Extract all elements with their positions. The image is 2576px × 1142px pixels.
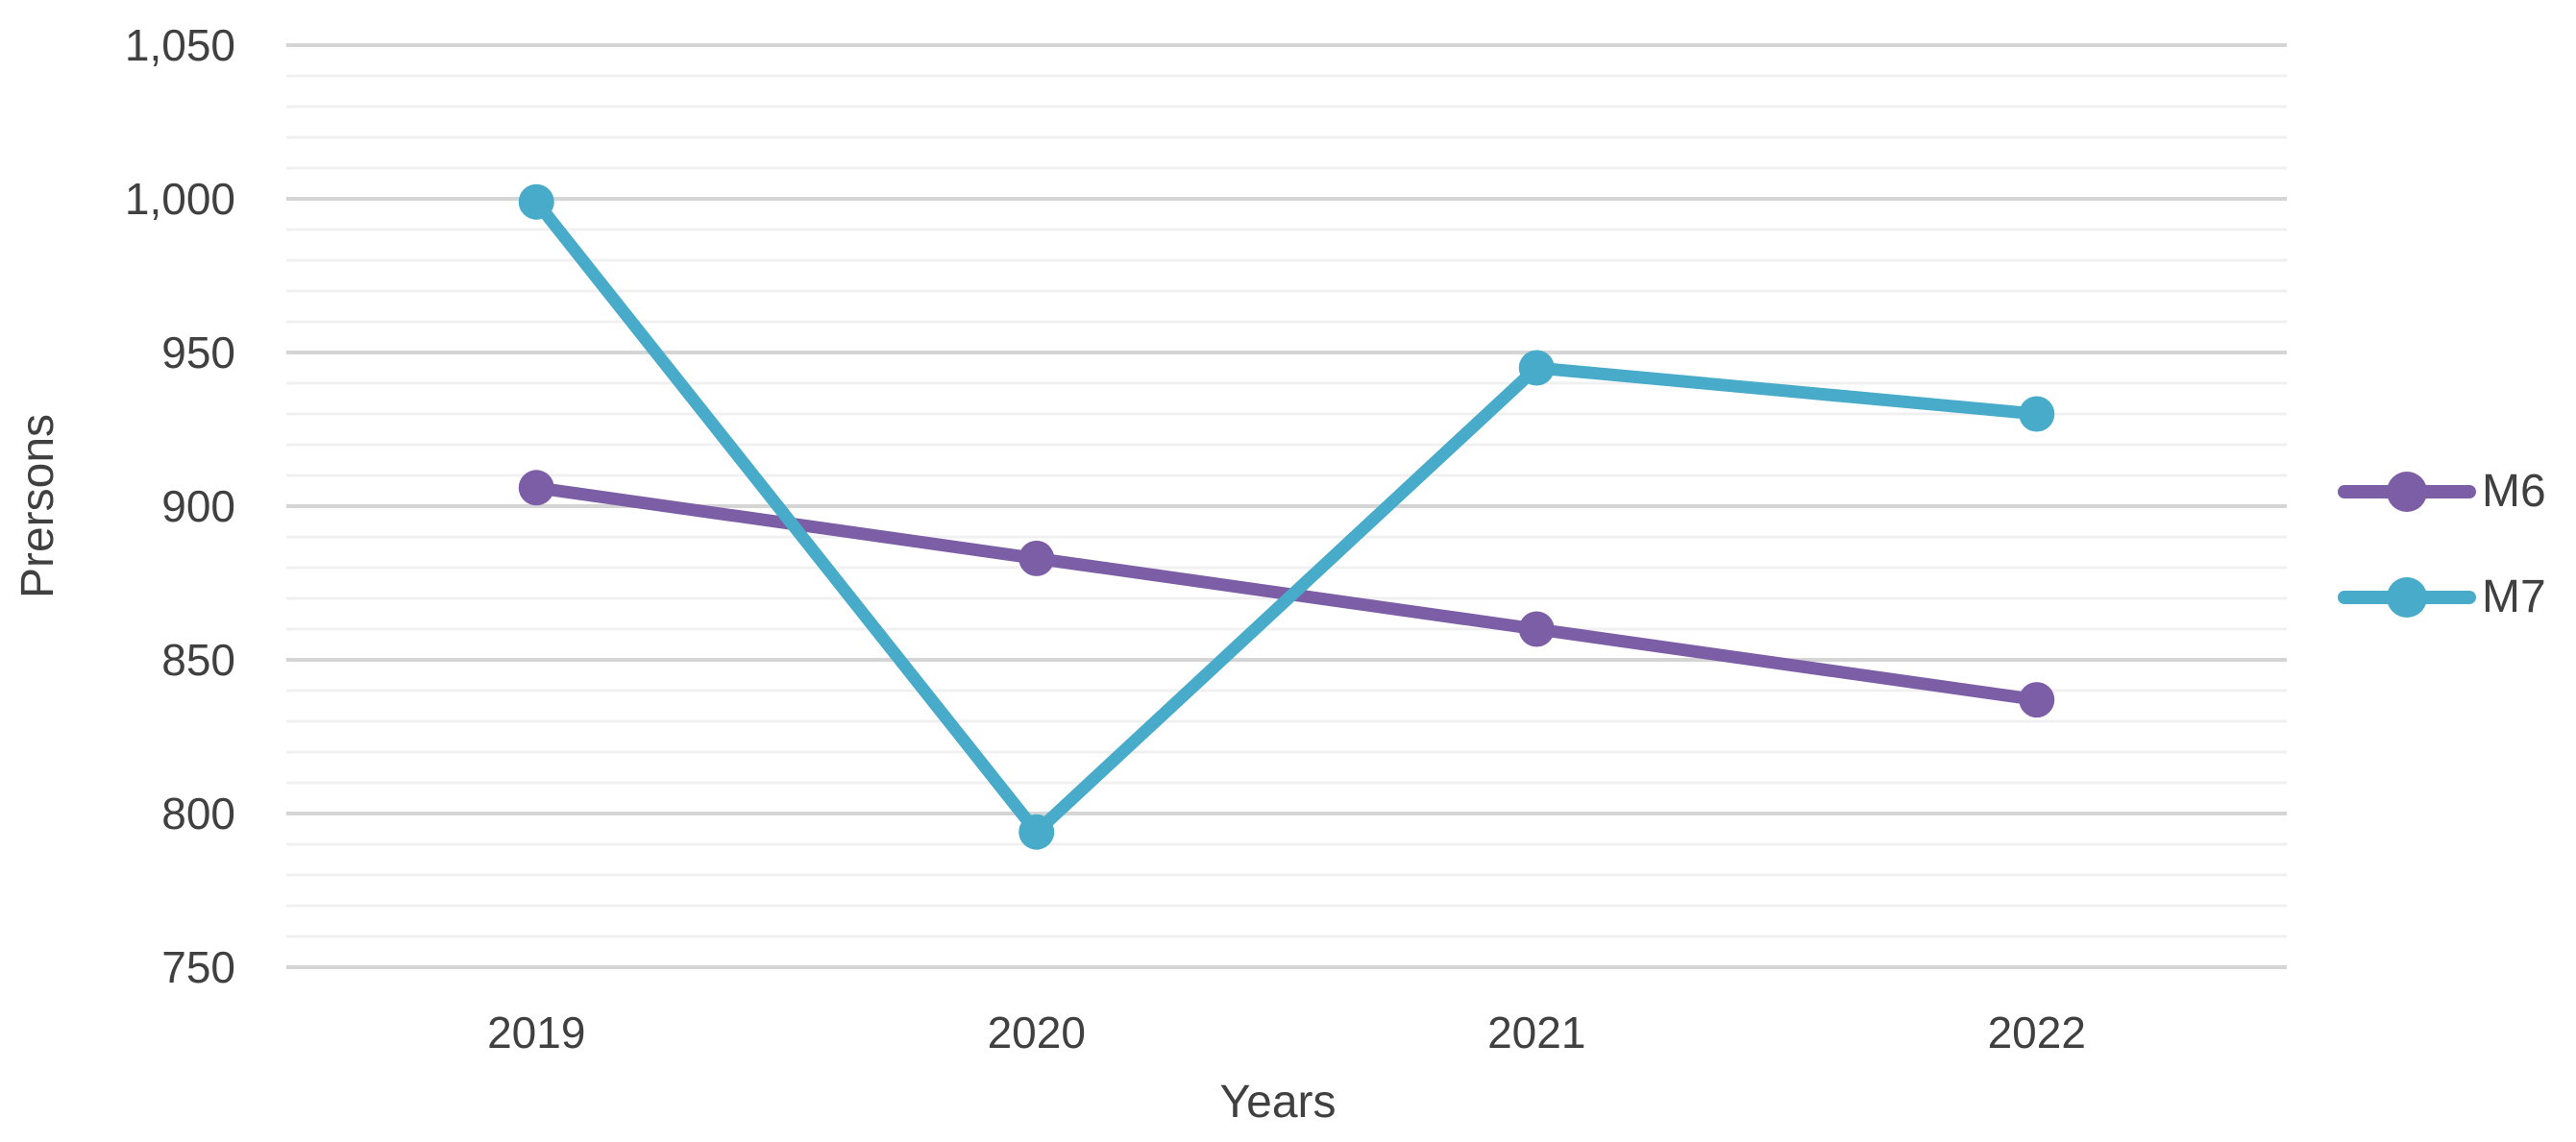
data-point-m6-2019: [518, 470, 554, 506]
y-tick-label: 800: [161, 789, 235, 838]
y-tick-label: 750: [161, 942, 235, 992]
series-line-m7: [529, 195, 2044, 838]
y-tick-label: 900: [161, 481, 235, 531]
y-axis-title: Prersons: [12, 413, 63, 599]
x-tick-label: 2020: [987, 1008, 1086, 1057]
legend-item-m7: M7: [2338, 574, 2546, 620]
legend-line-swatch-m6: [2338, 472, 2476, 512]
data-point-m6-2022: [2019, 682, 2055, 718]
x-tick-label: 2022: [1987, 1008, 2086, 1057]
data-point-m6-2021: [1518, 611, 1555, 647]
data-point-m6-2020: [1018, 540, 1055, 576]
data-point-m7-2019: [518, 183, 554, 220]
y-tick-label: 1,000: [124, 174, 235, 224]
x-tick-label: 2021: [1487, 1008, 1586, 1057]
data-point-m7-2020: [1018, 814, 1055, 850]
x-axis-title: Years: [1219, 1077, 1337, 1128]
data-point-m7-2021: [1518, 350, 1555, 386]
legend-line-swatch-m7: [2338, 577, 2476, 618]
x-tick-label: 2019: [487, 1008, 586, 1057]
legend-item-m6: M6: [2338, 469, 2546, 515]
y-tick-label: 850: [161, 635, 235, 685]
legend-marker-dot-m7: [2387, 577, 2427, 618]
y-tick-label: 1,050: [124, 20, 235, 70]
legend-marker-dot-m6: [2387, 472, 2427, 512]
legend-label-m6: M6: [2482, 466, 2546, 517]
y-tick-label: 950: [161, 328, 235, 377]
data-point-m7-2022: [2019, 396, 2055, 432]
legend: M6 M7: [2338, 469, 2546, 620]
legend-label-m7: M7: [2482, 571, 2546, 622]
